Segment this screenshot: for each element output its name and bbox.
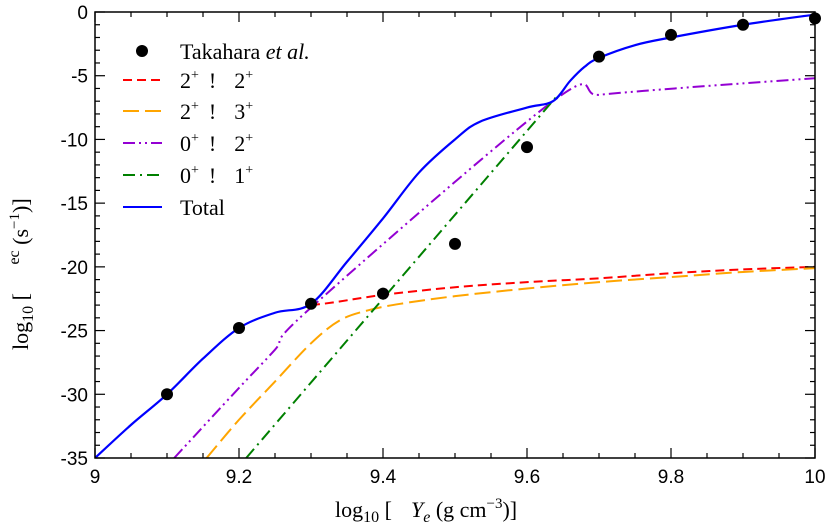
y-tick-label: -10 bbox=[61, 130, 88, 151]
legend-label-total: Total bbox=[180, 195, 225, 220]
plot-frame bbox=[94, 11, 816, 459]
legend-label-r4: 0+! 1+ bbox=[180, 163, 253, 188]
series-line-5 bbox=[95, 13, 815, 458]
legend-label-r1: 2+! 2+ bbox=[180, 68, 253, 93]
data-point-takahara bbox=[521, 141, 533, 154]
x-tick-label: 9.8 bbox=[658, 467, 684, 488]
series-line-2 bbox=[205, 267, 815, 458]
x-tick-label: 9.2 bbox=[226, 467, 252, 488]
y-tick-label: -20 bbox=[61, 258, 88, 279]
data-point-takahara bbox=[377, 287, 389, 300]
series-line-4 bbox=[245, 96, 557, 458]
y-tick-label: -30 bbox=[61, 385, 88, 406]
y-tick-label: -25 bbox=[61, 322, 88, 343]
data-point-takahara bbox=[737, 18, 749, 31]
data-point-takahara bbox=[233, 322, 245, 335]
data-point-takahara bbox=[161, 388, 173, 401]
y-tick-label: -5 bbox=[71, 67, 88, 88]
legend-label-r2: 2+! 3+ bbox=[180, 99, 253, 124]
y-axis-label: log10 [ ec (s−1)] bbox=[6, 198, 37, 350]
series-line-3 bbox=[173, 77, 815, 458]
data-point-takahara bbox=[665, 28, 677, 41]
y-tick-label: -15 bbox=[61, 194, 88, 215]
legend: Takahara et al. 2+! 2+ 2+! 3+ 0+! 2+ 0+! 1+ … bbox=[123, 39, 310, 220]
data-point-takahara bbox=[449, 237, 461, 250]
series-line-1 bbox=[310, 265, 815, 307]
legend-label-takahara: Takahara et al. bbox=[180, 39, 310, 64]
y-tick-label: 0 bbox=[77, 3, 88, 24]
x-axis-label: log10 [ Ye (g cm−3)] bbox=[335, 496, 517, 526]
x-tick-label: 9.4 bbox=[370, 467, 397, 488]
x-tick-label: 9 bbox=[90, 467, 101, 488]
data-point-takahara bbox=[593, 50, 605, 63]
y-tick-label: -35 bbox=[61, 449, 88, 470]
legend-marker-takahara bbox=[136, 45, 148, 57]
x-tick-label: 9.6 bbox=[514, 467, 540, 488]
data-point-takahara bbox=[305, 297, 317, 310]
x-tick-label: 10 bbox=[804, 467, 825, 488]
legend-label-r3: 0+! 2+ bbox=[180, 131, 253, 156]
